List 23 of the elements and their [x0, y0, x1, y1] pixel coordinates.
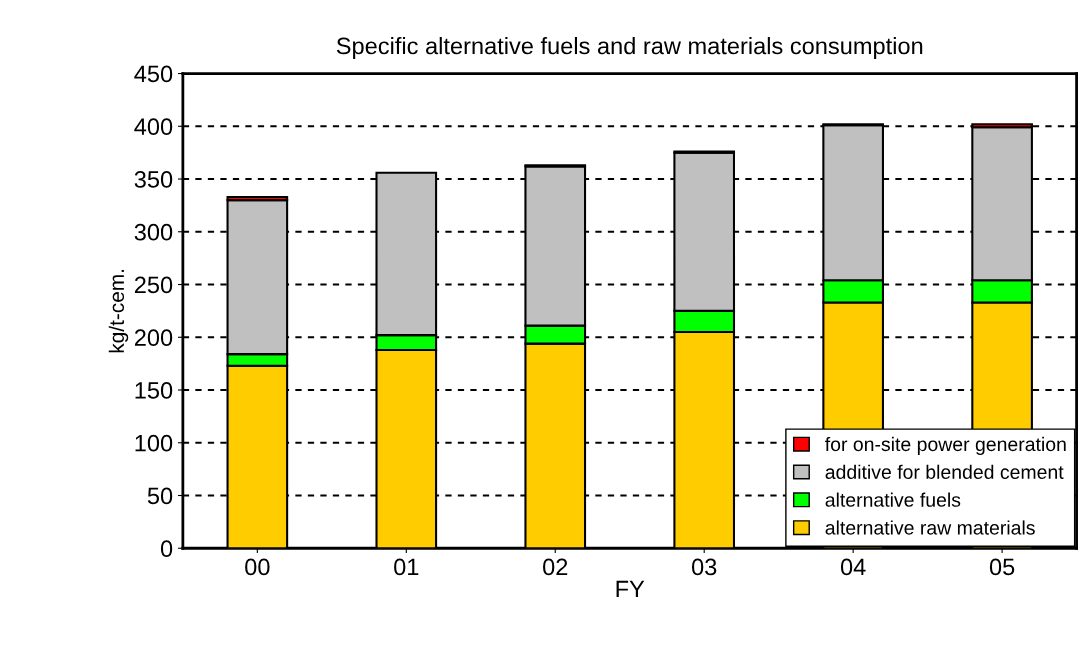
- y-axis-title: kg/t-cem.: [108, 269, 129, 353]
- chart-title: Specific alternative fuels and raw materials consumption: [336, 36, 923, 59]
- y-tick-label: 200: [134, 329, 173, 347]
- x-axis-title: FY: [616, 580, 645, 598]
- legend-label: alternative fuels: [825, 492, 961, 507]
- legend-label: alternative raw materials: [825, 520, 1035, 535]
- y-tick-label: 150: [135, 382, 173, 399]
- y-tick-label: 50: [147, 487, 173, 505]
- x-tick-label: 05: [989, 558, 1015, 576]
- x-tick-label: 00: [245, 558, 270, 576]
- y-tick-label: 450: [134, 65, 173, 83]
- y-tick-label: 0: [160, 540, 173, 558]
- y-tick-label: 250: [134, 276, 173, 294]
- x-tick-label: 02: [543, 558, 568, 576]
- y-tick-label: 300: [134, 223, 173, 241]
- x-tick-label: 03: [691, 558, 717, 576]
- legend-label: for on-site power generation: [825, 436, 1066, 455]
- y-tick-label: 350: [134, 171, 173, 188]
- x-tick-label: 01: [394, 558, 419, 576]
- y-tick-label: 100: [135, 434, 173, 452]
- x-tick-label: 04: [840, 558, 866, 576]
- legend-label: additive for blended cement: [825, 464, 1064, 479]
- y-tick-label: 400: [134, 118, 173, 136]
